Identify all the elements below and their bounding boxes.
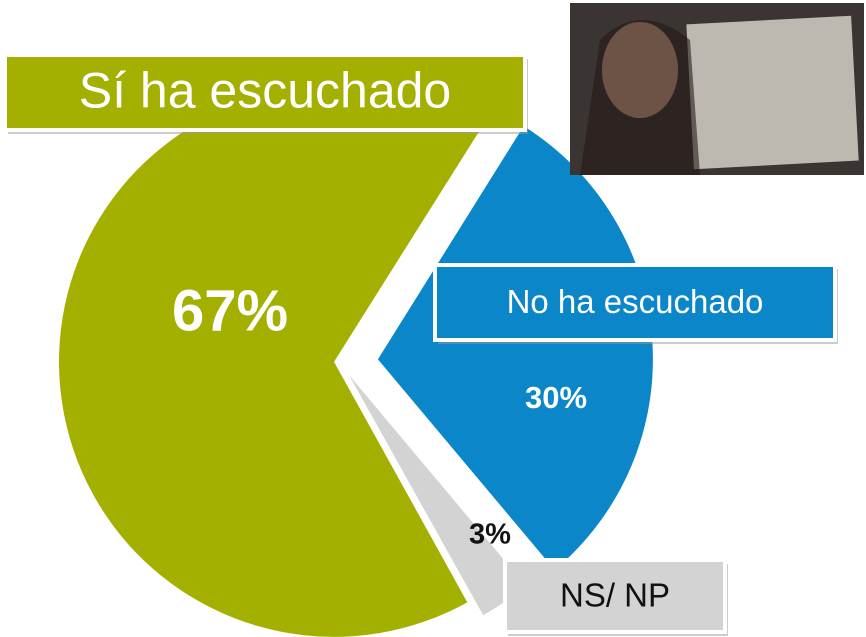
value-label: 30% xyxy=(525,380,587,415)
photo-document xyxy=(686,16,858,169)
value-label: 67% xyxy=(172,278,288,343)
category-label: No ha escuchado xyxy=(507,283,764,320)
value-label: 3% xyxy=(469,519,511,551)
chart: Sí ha escuchado No ha escuchado NS/ NP 67% 3… xyxy=(0,0,866,637)
slices xyxy=(59,87,653,637)
category-label: NS/ NP xyxy=(560,577,670,614)
category-label: Sí ha escuchado xyxy=(79,63,452,119)
photo xyxy=(570,3,864,175)
